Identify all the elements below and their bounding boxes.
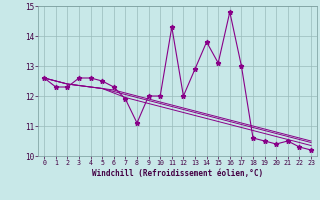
X-axis label: Windchill (Refroidissement éolien,°C): Windchill (Refroidissement éolien,°C): [92, 169, 263, 178]
